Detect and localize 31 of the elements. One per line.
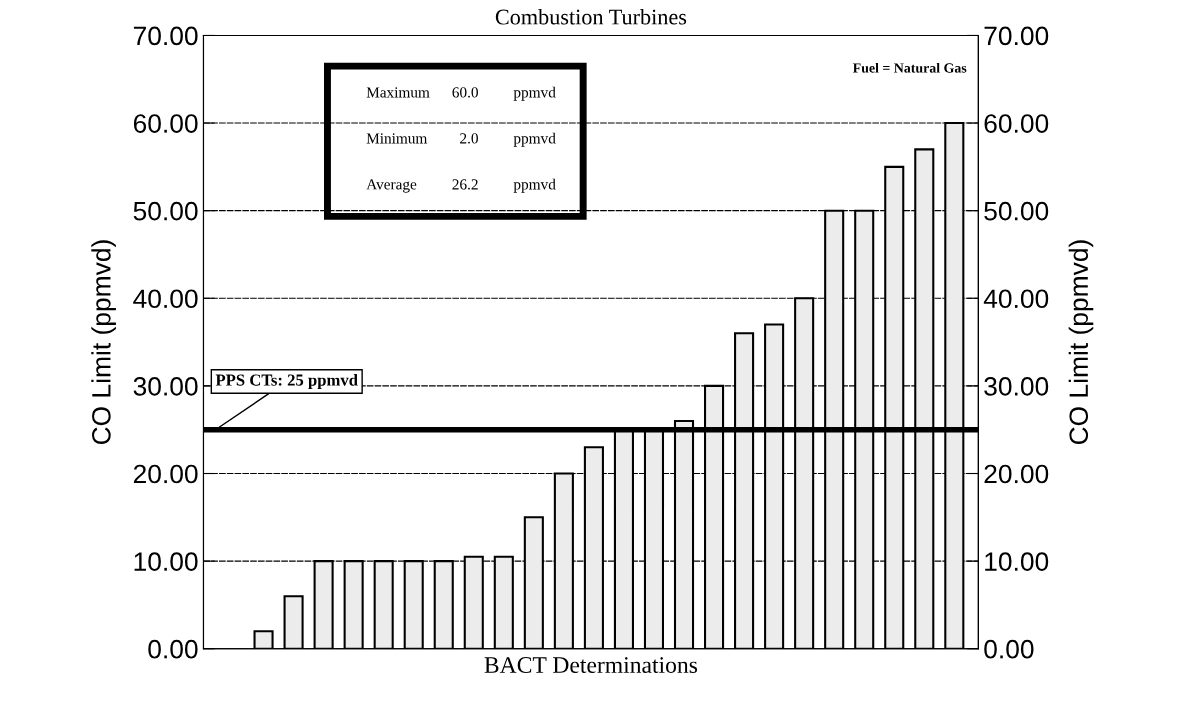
annotation: 26.2	[452, 179, 478, 190]
annotation: Minimum	[366, 133, 428, 144]
x-axis-title: BACT Determinations	[484, 657, 698, 673]
ref-line-label: PPS CTs: 25 ppmvd	[215, 373, 358, 390]
chart-title: Combustion Turbines	[495, 8, 687, 25]
y-tick-label: 40.00	[133, 289, 198, 309]
annotation: Fuel = Natural Gas	[852, 62, 967, 73]
y2-tick-label: 40.00	[983, 289, 1049, 309]
y-tick-label: 50.00	[133, 201, 198, 221]
y2-tick-label: 70.00	[984, 26, 1049, 46]
y2-tick-label: 50.00	[984, 201, 1049, 221]
y-tick-label: 60.00	[133, 114, 198, 133]
annotation: Average	[366, 179, 417, 193]
annotation: 60.0	[452, 87, 478, 98]
y-tick-label: 20.00	[133, 464, 198, 484]
annotation: ppmvd	[513, 132, 556, 147]
y2-tick-label: 30.00	[984, 377, 1049, 396]
annotation: ppmvd	[513, 178, 556, 193]
y-tick-label: 0.00	[148, 639, 198, 659]
y2-tick-label: 20.00	[984, 464, 1049, 484]
y-axis-title: CO Limit (ppmvd)	[91, 240, 116, 445]
annotation: 2.0	[460, 133, 478, 144]
annotation: ppmvd	[513, 86, 556, 101]
y2-tick-label: 0.00	[984, 639, 1034, 659]
y-tick-label: 10.00	[134, 552, 198, 571]
y-tick-label: 70.00	[133, 26, 198, 46]
y2-axis-title: CO Limit (ppmvd)	[1068, 240, 1094, 445]
y-tick-label: 30.00	[133, 377, 198, 396]
y2-tick-label: 10.00	[985, 552, 1049, 571]
annotation: Maximum	[366, 87, 430, 98]
y2-tick-label: 60.00	[984, 114, 1049, 133]
